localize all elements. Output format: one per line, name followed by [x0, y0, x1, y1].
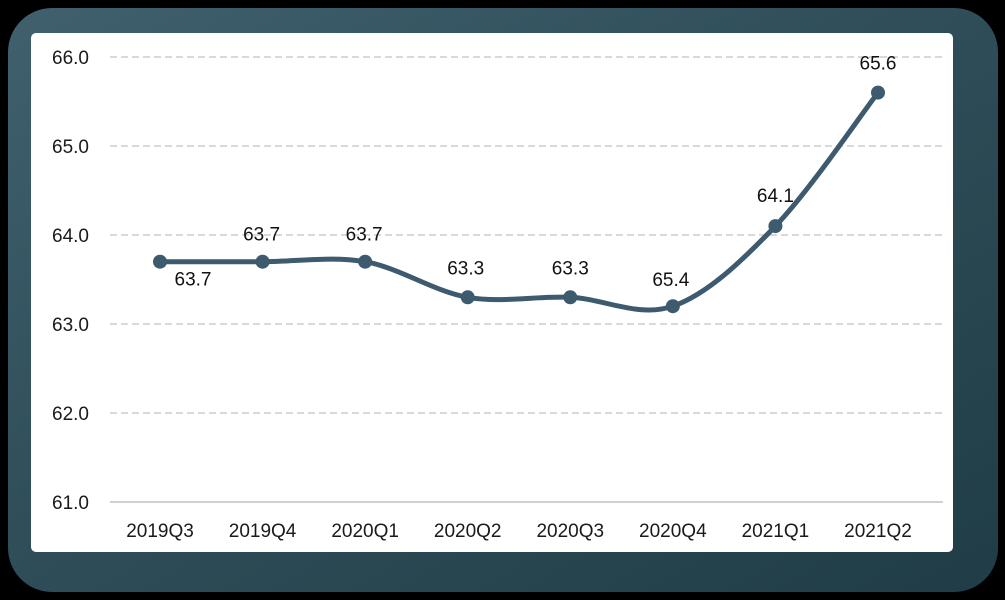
y-axis-tick-label: 63.0 [52, 315, 89, 336]
y-axis-tick-label: 66.0 [52, 48, 89, 69]
data-point-label: 65.4 [652, 270, 689, 291]
x-axis-tick-label: 2020Q4 [639, 521, 707, 542]
data-point-label: 63.7 [175, 270, 212, 291]
data-point-marker [255, 254, 270, 269]
y-axis-tick-label: 64.0 [52, 226, 89, 247]
data-point-marker [665, 299, 680, 314]
x-axis-tick-label: 2020Q2 [434, 521, 502, 542]
y-axis-tick-label: 61.0 [52, 493, 89, 514]
data-point-marker [358, 254, 373, 269]
data-point-label: 63.3 [552, 258, 589, 279]
panel-frame: 66.0 65.0 64.0 63.0 62.0 61.0 2019Q3 2019Q4 2020… [8, 8, 998, 592]
data-point-marker [153, 254, 167, 269]
data-point-label: 63.7 [346, 225, 383, 246]
x-axis-tick-label: 2021Q2 [844, 521, 912, 542]
data-point-marker [870, 85, 885, 100]
x-axis-tick-label: 2021Q1 [742, 521, 810, 542]
data-point-label: 63.3 [447, 258, 484, 279]
data-point-marker [460, 290, 475, 305]
data-point-marker [768, 219, 783, 234]
data-point-marker [563, 290, 578, 305]
x-axis-tick-label: 2020Q3 [536, 521, 604, 542]
x-axis-tick-label: 2019Q3 [126, 521, 194, 542]
y-axis-tick-label: 65.0 [52, 137, 89, 158]
data-point-label: 65.6 [860, 54, 897, 75]
x-axis-tick-label: 2019Q4 [229, 521, 297, 542]
y-axis-tick-label: 62.0 [52, 404, 89, 425]
chart-card: 66.0 65.0 64.0 63.0 62.0 61.0 2019Q3 2019Q4 2020… [31, 33, 953, 552]
x-axis-tick-label: 2020Q1 [331, 521, 399, 542]
line-chart: 66.0 65.0 64.0 63.0 62.0 61.0 2019Q3 2019Q4 2020… [52, 48, 943, 542]
data-point-label: 63.7 [243, 225, 280, 246]
data-point-label: 64.1 [757, 186, 794, 207]
